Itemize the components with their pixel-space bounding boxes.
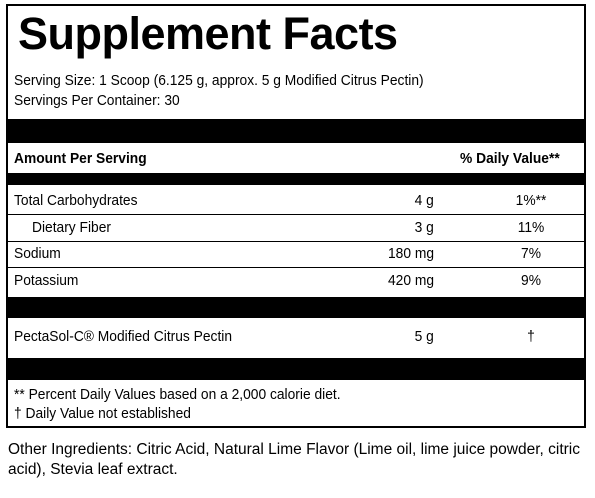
specialty-ingredient-row: PectaSol-C® Modified Citrus Pectin 5 g † [8, 326, 584, 348]
nutrient-amount: 420 mg [387, 272, 434, 289]
amount-per-serving-label: Amount Per Serving [14, 150, 147, 167]
nutrient-row: Total Carbohydrates 4 g 1%** [8, 190, 584, 212]
nutrient-amount: 3 g [414, 219, 434, 236]
thick-divider [8, 119, 584, 143]
row-divider [8, 214, 584, 215]
nutrient-row: Dietary Fiber 3 g 11% [8, 217, 584, 239]
nutrient-name: Potassium [14, 272, 79, 289]
nutrient-name: Sodium [14, 245, 61, 262]
row-divider [8, 241, 584, 242]
supplement-facts-panel: Supplement Facts Serving Size: 1 Scoop (… [6, 4, 586, 428]
servings-per-container: Servings Per Container: 30 [14, 92, 180, 109]
medium-divider [8, 173, 584, 185]
serving-size: Serving Size: 1 Scoop (6.125 g, approx. … [14, 72, 424, 89]
specialty-amount: 5 g [414, 328, 434, 345]
thick-divider [8, 297, 584, 318]
nutrient-name: Total Carbohydrates [14, 192, 138, 209]
nutrient-row: Sodium 180 mg 7% [8, 243, 584, 265]
other-ingredients: Other Ingredients: Citric Acid, Natural … [8, 440, 588, 480]
specialty-dv: † [527, 328, 535, 345]
footnote: ** Percent Daily Values based on a 2,000… [14, 386, 341, 403]
nutrient-dv: 7% [521, 245, 541, 262]
other-ingredients-text: Citric Acid, Natural Lime Flavor (Lime o… [8, 441, 580, 478]
nutrient-amount: 4 g [414, 192, 434, 209]
specialty-name: PectaSol-C® Modified Citrus Pectin [14, 328, 233, 345]
footnote: † Daily Value not established [14, 405, 191, 422]
row-divider [8, 267, 584, 268]
nutrient-dv: 9% [521, 272, 541, 289]
column-header-row: Amount Per Serving % Daily Value** [8, 148, 584, 170]
panel-title: Supplement Facts [18, 8, 398, 59]
nutrient-name: Dietary Fiber [32, 219, 111, 236]
nutrient-amount: 180 mg [387, 245, 434, 262]
nutrient-dv: 11% [517, 219, 545, 236]
other-ingredients-label: Other Ingredients: [8, 441, 133, 458]
nutrient-dv: 1%** [515, 192, 547, 209]
daily-value-label: % Daily Value** [460, 150, 560, 167]
nutrient-row: Potassium 420 mg 9% [8, 270, 584, 292]
thick-divider [8, 358, 584, 380]
